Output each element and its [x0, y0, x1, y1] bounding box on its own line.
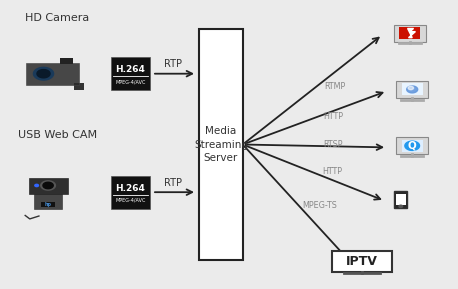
Bar: [60, 58, 73, 64]
Text: RTSP: RTSP: [323, 140, 343, 149]
Polygon shape: [399, 205, 403, 208]
Bar: [396, 81, 428, 98]
Text: hp: hp: [44, 202, 52, 207]
Text: MPEG-TS: MPEG-TS: [302, 201, 337, 210]
Bar: [28, 179, 67, 194]
Polygon shape: [35, 184, 38, 187]
Bar: [41, 202, 55, 208]
Text: RTP: RTP: [164, 178, 182, 188]
Bar: [111, 57, 150, 90]
Bar: [394, 25, 426, 42]
Text: Media
Streaming
Server: Media Streaming Server: [194, 126, 248, 163]
Polygon shape: [408, 86, 414, 90]
Bar: [111, 175, 150, 209]
Text: HD Camera: HD Camera: [25, 13, 89, 23]
Polygon shape: [37, 70, 50, 78]
Bar: [332, 251, 392, 272]
Text: Q: Q: [408, 141, 417, 151]
Bar: [402, 83, 423, 95]
Text: RTMP: RTMP: [324, 82, 345, 91]
Bar: [34, 194, 62, 209]
Text: HTTP: HTTP: [323, 112, 343, 121]
Bar: [199, 29, 243, 260]
Bar: [26, 63, 79, 84]
Text: USB Web CAM: USB Web CAM: [18, 130, 98, 140]
Text: MPEG-4/AVC: MPEG-4/AVC: [115, 79, 146, 84]
Text: H.264: H.264: [115, 65, 146, 74]
Bar: [396, 137, 428, 154]
Bar: [396, 194, 406, 205]
Text: MPEG-4/AVC: MPEG-4/AVC: [115, 198, 146, 203]
Polygon shape: [405, 141, 420, 150]
Bar: [394, 191, 407, 208]
Text: IPTV: IPTV: [346, 255, 378, 268]
Bar: [74, 83, 83, 90]
Text: H.264: H.264: [115, 184, 146, 193]
Bar: [402, 140, 423, 152]
Text: RTP: RTP: [164, 59, 182, 69]
Polygon shape: [33, 67, 54, 80]
Polygon shape: [41, 181, 55, 190]
Polygon shape: [43, 182, 53, 189]
Polygon shape: [408, 28, 415, 38]
Bar: [399, 27, 420, 39]
Text: HTTP: HTTP: [322, 167, 342, 176]
Polygon shape: [407, 86, 418, 93]
